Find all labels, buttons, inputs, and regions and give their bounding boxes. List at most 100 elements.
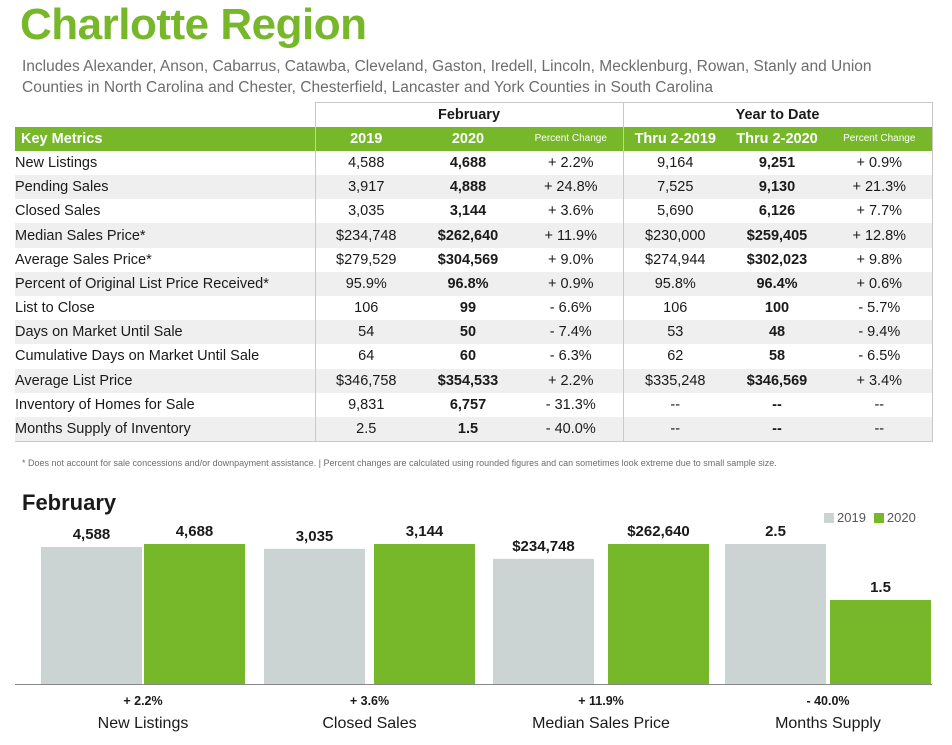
metric-value: $234,748	[314, 223, 417, 248]
table-row: Months Supply of Inventory 2.5 1.5- 40.0% -…	[15, 416, 933, 442]
metric-value: 7,525	[622, 175, 728, 200]
page-subtitle: Includes Alexander, Anson, Cabarrus, Cat…	[22, 58, 872, 96]
group-header-february: February	[314, 101, 624, 127]
metric-value: 9,251	[758, 154, 796, 171]
bar-value-label: 2.5	[765, 523, 786, 540]
metric-label: List to Close	[15, 300, 95, 317]
metric-value: 62	[622, 344, 728, 369]
metric-label: Closed Sales	[15, 203, 101, 220]
percent-change-label: + 11.9%	[578, 694, 624, 708]
metric-value: + 0.9%	[827, 150, 933, 176]
metric-value: 9,831	[314, 392, 417, 417]
bar-value-label: 3,035	[296, 528, 334, 545]
column-header: Thru 2-2019	[622, 126, 728, 151]
metric-value: + 2.2%	[547, 154, 594, 171]
column-header: Key Metrics	[15, 126, 315, 151]
metric-value: --	[622, 392, 728, 417]
metric-value: --	[727, 416, 828, 442]
metric-value: 100	[764, 300, 790, 317]
metric-value: 3,917	[314, 175, 417, 200]
table-row: Cumulative Days on Market Until Sale 64 60…	[15, 344, 933, 369]
legend-label: 2020	[886, 510, 916, 525]
group-header-ytd: Year to Date	[622, 101, 933, 127]
metric-value: --	[772, 396, 782, 413]
column-header: 2020	[417, 126, 519, 151]
metric-value: 6,126	[758, 203, 796, 220]
metric-value: $259,405	[727, 223, 828, 248]
metric-value: $302,023	[746, 251, 808, 268]
metric-value: 1.5	[417, 416, 519, 442]
page-title: Charlotte Region	[20, 0, 367, 49]
table-row: Pending Sales 3,917 4,888 + 24.8% 7,525 9,130…	[15, 175, 933, 200]
bar-2019	[725, 544, 826, 684]
metric-label: Median Sales Price*	[15, 223, 315, 248]
percent-change-label: - 40.0%	[806, 694, 849, 708]
metric-label: Average List Price	[15, 368, 315, 393]
bar-2020	[830, 600, 931, 684]
bar-2019	[493, 558, 594, 684]
legend-label: 2019	[837, 510, 866, 525]
metric-value: $346,569	[727, 368, 828, 393]
table-row: Closed Sales 3,035 3,144 + 3.6% 5,690 6,126 + …	[15, 199, 933, 224]
bar-value-label: 4,588	[73, 526, 111, 543]
bar-value-label: 3,144	[406, 523, 444, 540]
legend-item-2019: 2019	[824, 510, 866, 525]
metric-label: Percent of Original List Price Received*	[15, 271, 315, 296]
metric-value: - 5.7%	[827, 296, 933, 321]
metric-value: - 6.6%	[549, 300, 592, 317]
metric-value: 106	[622, 296, 728, 321]
metric-label: New Listings	[15, 154, 98, 171]
metric-value: + 0.9%	[519, 271, 624, 296]
metric-value: $354,533	[417, 368, 519, 393]
category-label: New Listings	[98, 715, 189, 732]
metric-value: 48	[727, 320, 828, 345]
metric-label: Pending Sales	[15, 175, 315, 200]
metric-value: 96.4%	[727, 271, 828, 296]
table-row: New Listings 4,588 4,688 + 2.2% 9,164 9,251 + …	[15, 150, 933, 176]
column-header: Thru 2-2020	[727, 126, 828, 151]
metric-value: + 0.6%	[827, 271, 933, 296]
metric-label: Average Sales Price*	[15, 251, 152, 268]
metric-value: 2.5	[314, 416, 417, 442]
key-metrics-table: February Year to Date Key Metrics 2019 2…	[15, 101, 933, 442]
bar-2019	[264, 548, 365, 684]
table-row: Days on Market Until Sale 54 50- 7.4% 53 48-…	[15, 320, 933, 345]
metric-value: 3,035	[314, 199, 417, 224]
metric-label: Inventory of Homes for Sale	[15, 396, 195, 413]
metric-value: --	[622, 416, 728, 442]
legend-swatch-2019	[824, 512, 834, 523]
metric-value: + 3.4%	[827, 368, 933, 393]
metric-value: - 9.4%	[827, 320, 933, 345]
metric-value: 4,688	[449, 154, 487, 171]
metric-value: 95.9%	[314, 271, 417, 296]
category-label: Months Supply	[775, 715, 881, 732]
metric-value: + 11.9%	[519, 223, 624, 248]
metric-value: 9,164	[622, 150, 728, 176]
metric-value: 4,888	[417, 175, 519, 200]
metric-label: Months Supply of Inventory	[15, 416, 315, 442]
metric-value: 9,130	[727, 175, 828, 200]
metric-value: + 7.7%	[827, 199, 933, 224]
table-row: List to Close 106 99 - 6.6% 106 100 - 5.7%	[15, 296, 933, 321]
bar-2019	[41, 546, 142, 684]
chart-legend: 2019 2020	[824, 510, 916, 525]
metric-value: + 9.0%	[547, 251, 594, 268]
metric-value: - 6.3%	[549, 348, 592, 365]
column-header: Percent Change	[827, 126, 933, 151]
metric-value: - 7.4%	[519, 320, 624, 345]
bar-2020	[374, 544, 475, 684]
metric-label: Cumulative Days on Market Until Sale	[15, 348, 260, 365]
metric-value: - 31.3%	[545, 396, 596, 413]
table-row: Inventory of Homes for Sale 9,831 6,757 - 3…	[15, 392, 933, 417]
bar-2020	[608, 544, 709, 684]
metric-value: - 6.5%	[827, 344, 933, 369]
metric-value: 95.8%	[622, 271, 728, 296]
metric-value: $279,529	[314, 247, 417, 272]
metric-value: 3,144	[449, 203, 487, 220]
column-header: 2019	[314, 126, 417, 151]
metric-value: $274,944	[622, 247, 728, 272]
metric-value: $262,640	[417, 223, 519, 248]
metric-value: 64	[314, 344, 417, 369]
metric-value: + 24.8%	[519, 175, 624, 200]
metric-value: $230,000	[622, 223, 728, 248]
